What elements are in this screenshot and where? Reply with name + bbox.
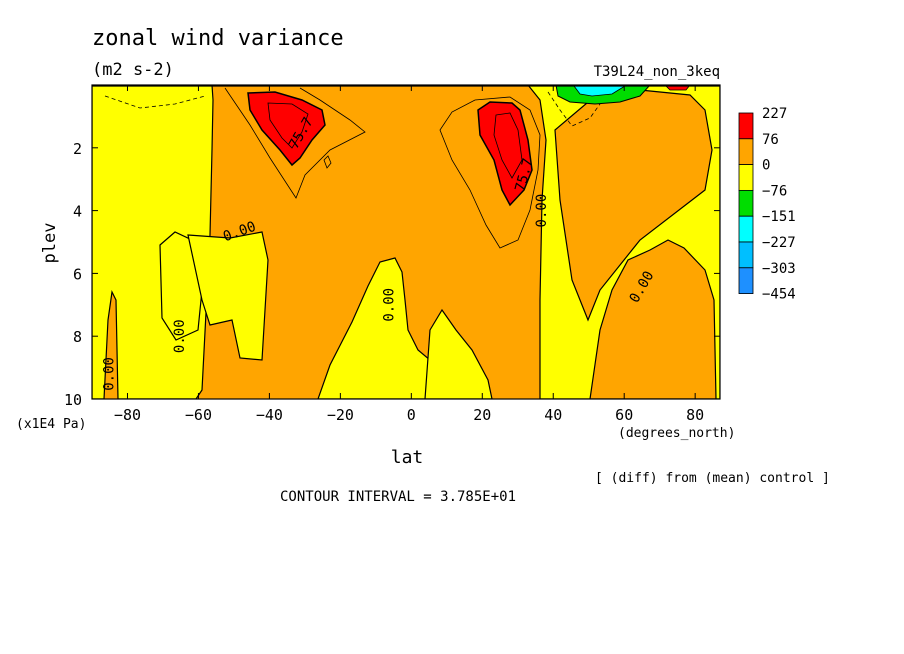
contour-small-loop — [323, 155, 332, 169]
chart-units: (m2 s-2) — [92, 60, 174, 80]
x-axis-units: (degrees_north) — [618, 426, 735, 441]
contour-label: 0.00 — [382, 288, 398, 322]
x-axis-label: lat — [391, 447, 424, 468]
x-tick-label: −40 — [256, 406, 283, 424]
colorbar-label: −454 — [762, 287, 796, 303]
x-tick-label: 0 — [407, 406, 416, 424]
contour-interval: CONTOUR INTERVAL = 3.785E+01 — [280, 489, 516, 505]
colorbar-label: −151 — [762, 209, 796, 225]
y-tick-label: 2 — [73, 140, 82, 158]
region-orange-north-tongue — [589, 239, 717, 399]
contour-label: 0.00 — [172, 319, 188, 353]
x-tick-label: 40 — [544, 406, 562, 424]
colorbar-swatch — [738, 215, 754, 243]
colorbar-swatch — [738, 138, 754, 166]
x-tick-label: 60 — [615, 406, 633, 424]
colorbar-swatch — [738, 189, 754, 217]
y-tick-label: 6 — [73, 265, 82, 283]
colorbar-label: 0 — [762, 158, 770, 174]
contour-line-1 — [224, 87, 366, 199]
y-tick-label: 4 — [73, 203, 82, 221]
contour-red-north-inner — [493, 112, 523, 179]
colorbar-swatch — [738, 112, 754, 140]
colorbar-swatch — [738, 164, 754, 191]
y-axis-label: plev — [40, 223, 60, 264]
region-yellow-midsouth — [187, 231, 269, 361]
x-tick-label: −80 — [114, 406, 141, 424]
region-red-south — [247, 91, 326, 167]
colorbar-label: −303 — [762, 261, 796, 277]
colorbar-label: 76 — [762, 132, 779, 148]
region-red-north — [477, 101, 533, 207]
y-axis: 2 4 6 8 10 — [64, 140, 720, 409]
comparison-note: [ (diff) from (mean) control ] — [595, 471, 830, 486]
x-tick-label: −20 — [327, 406, 354, 424]
x-tick-label: −60 — [185, 406, 212, 424]
colorbar-swatch — [738, 267, 754, 294]
x-tick-label: 80 — [686, 406, 704, 424]
colorbar: 227 76 0 −76 −151 −227 −303 −454 — [738, 106, 796, 303]
colorbar-swatch — [738, 241, 754, 269]
x-tick-label: 20 — [473, 406, 491, 424]
contour-line-2 — [439, 96, 541, 249]
run-label: T39L24_non_3keq — [594, 64, 720, 80]
y-tick-label: 8 — [73, 328, 82, 346]
colorbar-label: −76 — [762, 183, 787, 199]
y-axis-units: (x1E4 Pa) — [16, 417, 86, 432]
x-axis: −80 −60 −40 −20 0 20 40 60 80 — [114, 85, 704, 424]
contour-red-south-inner — [267, 102, 309, 149]
contour-dash-2 — [547, 91, 601, 127]
region-yellow-eq-2 — [424, 308, 493, 399]
plot-frame — [91, 84, 721, 400]
colorbar-label: −227 — [762, 235, 796, 251]
contour-label: 0.00 — [534, 194, 550, 228]
y-tick-label: 10 — [64, 391, 82, 409]
contour-dash-1 — [104, 95, 206, 109]
colorbar-label: 227 — [762, 106, 787, 122]
contour-label: 0.00 — [101, 357, 117, 391]
chart-title: zonal wind variance — [92, 26, 344, 51]
